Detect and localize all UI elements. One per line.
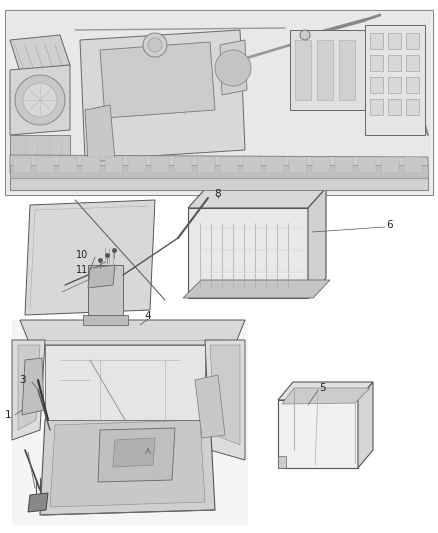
Polygon shape [100,42,215,118]
Bar [339,40,355,100]
Bar [370,77,383,93]
Bar [197,157,215,173]
Text: 4: 4 [145,311,151,321]
Circle shape [213,410,223,420]
Polygon shape [98,428,175,482]
Bar [82,157,100,173]
Circle shape [144,454,152,462]
Polygon shape [10,165,428,178]
Polygon shape [358,382,373,468]
Polygon shape [88,265,115,288]
Text: 6: 6 [387,220,393,230]
Bar [243,157,261,173]
Bar [370,33,383,49]
Circle shape [300,30,310,40]
Bar [406,77,419,93]
Bar [128,157,146,173]
Bar [10,135,70,185]
Polygon shape [113,438,155,467]
Circle shape [201,196,205,200]
Bar [174,157,192,173]
Polygon shape [10,175,428,190]
Polygon shape [278,382,373,400]
Polygon shape [50,420,205,507]
Bar [13,157,31,173]
Circle shape [143,33,167,57]
Polygon shape [195,375,225,438]
Bar [388,33,401,49]
Bar [388,55,401,71]
Polygon shape [25,200,155,315]
Text: 5: 5 [319,383,325,393]
Text: 10: 10 [76,250,88,260]
Polygon shape [12,340,45,440]
Circle shape [34,351,42,359]
Bar [59,157,77,173]
Polygon shape [85,105,115,162]
Polygon shape [183,280,330,298]
Polygon shape [10,155,428,173]
Bar [381,157,399,173]
Polygon shape [10,35,70,72]
Polygon shape [40,415,215,515]
Bar [36,157,54,173]
Text: 11: 11 [76,265,88,275]
Bar [406,99,419,115]
Polygon shape [308,188,326,298]
Polygon shape [45,345,205,420]
Bar [105,157,123,173]
Bar [404,157,422,173]
Polygon shape [278,400,358,468]
Bar [317,40,333,100]
Bar [151,157,169,173]
Circle shape [215,50,251,86]
Polygon shape [22,358,44,415]
Polygon shape [188,188,326,208]
Text: 8: 8 [215,189,221,199]
Polygon shape [220,40,247,95]
Bar [358,157,376,173]
Bar [266,157,284,173]
Polygon shape [12,320,248,525]
Polygon shape [18,345,40,430]
Text: 1: 1 [5,410,11,420]
Bar [406,33,419,49]
Text: 3: 3 [19,375,25,385]
Circle shape [23,83,57,117]
Circle shape [213,380,223,390]
Polygon shape [83,315,128,325]
Bar [370,99,383,115]
Polygon shape [80,30,245,160]
Polygon shape [88,265,123,315]
Bar [312,157,330,173]
Circle shape [25,427,31,433]
Bar [289,157,307,173]
Bar [388,77,401,93]
Polygon shape [205,340,245,460]
Bar [295,40,311,100]
Bar [7,12,431,193]
Bar [335,157,353,173]
Circle shape [148,38,162,52]
Polygon shape [210,345,240,445]
Polygon shape [188,208,308,298]
Polygon shape [10,65,70,135]
Polygon shape [20,320,245,345]
Bar [5,10,433,195]
Polygon shape [28,493,48,512]
Bar [406,55,419,71]
Circle shape [198,193,208,203]
Circle shape [15,75,65,125]
Bar [388,99,401,115]
Bar [220,157,238,173]
Polygon shape [282,388,370,404]
Bar [370,55,383,71]
Polygon shape [278,456,286,468]
Polygon shape [365,25,425,135]
Polygon shape [290,30,365,110]
